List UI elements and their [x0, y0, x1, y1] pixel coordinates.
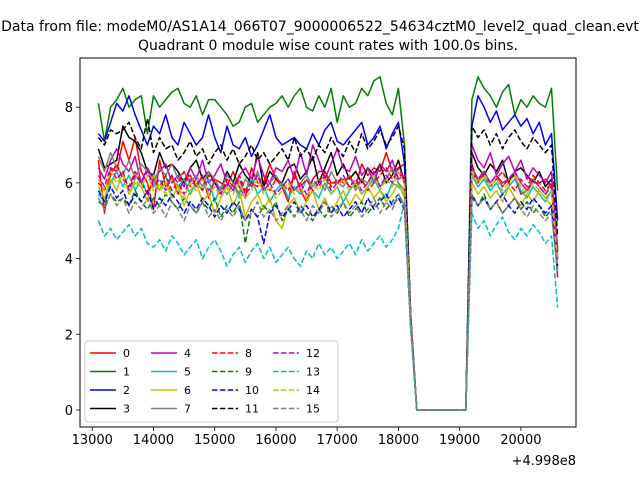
y-tick-label: 8: [65, 101, 73, 116]
y-tick-label: 0: [65, 404, 73, 419]
legend-box: [84, 340, 339, 423]
series-line-14: [97, 170, 559, 411]
legend-label-10: 10: [245, 384, 259, 397]
series-line-3: [97, 125, 559, 411]
series-layer: [97, 76, 559, 411]
series-line-13: [97, 201, 559, 411]
legend-label-5: 5: [184, 366, 191, 379]
y-tick-label: 2: [65, 328, 73, 343]
x-tick-label: 15000: [194, 433, 235, 448]
series-line-2: [97, 95, 559, 411]
x-tick-label: 19000: [439, 433, 480, 448]
legend-label-1: 1: [123, 366, 130, 379]
legend-label-14: 14: [306, 384, 320, 397]
legend-label-9: 9: [245, 366, 252, 379]
legend-label-13: 13: [306, 366, 320, 379]
legend-label-4: 4: [184, 347, 191, 360]
series-line-12: [97, 167, 559, 411]
chart-title: Quadrant 0 module wise count rates with …: [138, 38, 518, 54]
y-tick-label: 4: [65, 253, 73, 268]
legend-label-3: 3: [123, 403, 130, 416]
y-tick-label: 6: [65, 177, 73, 192]
series-line-6: [97, 170, 559, 411]
legend-label-6: 6: [184, 384, 191, 397]
series-line-15: [97, 193, 559, 411]
x-offset-text: +4.998e8: [512, 454, 576, 469]
x-tick-label: 13000: [72, 433, 113, 448]
x-tick-label: 20000: [500, 433, 541, 448]
axes-frame: [79, 57, 577, 428]
legend-label-11: 11: [245, 403, 259, 416]
legend-label-0: 0: [123, 347, 130, 360]
x-tick-label: 17000: [317, 433, 358, 448]
legend-label-2: 2: [123, 384, 130, 397]
x-tick-label: 14000: [133, 433, 174, 448]
ticks-layer: 13000 14000 15000 16000 17000 18000 19000 20000…: [65, 101, 542, 448]
x-tick-label: 16000: [255, 433, 296, 448]
legend-label-12: 12: [306, 347, 320, 360]
series-line-11: [97, 117, 559, 411]
series-line-1: [97, 76, 559, 411]
legend-label-8: 8: [245, 347, 252, 360]
x-tick-label: 18000: [378, 433, 419, 448]
figure-suptitle: Data from file: modeM0/AS1A14_066T07_900…: [1, 19, 639, 35]
legend-label-15: 15: [306, 403, 320, 416]
legend-label-7: 7: [184, 403, 191, 416]
